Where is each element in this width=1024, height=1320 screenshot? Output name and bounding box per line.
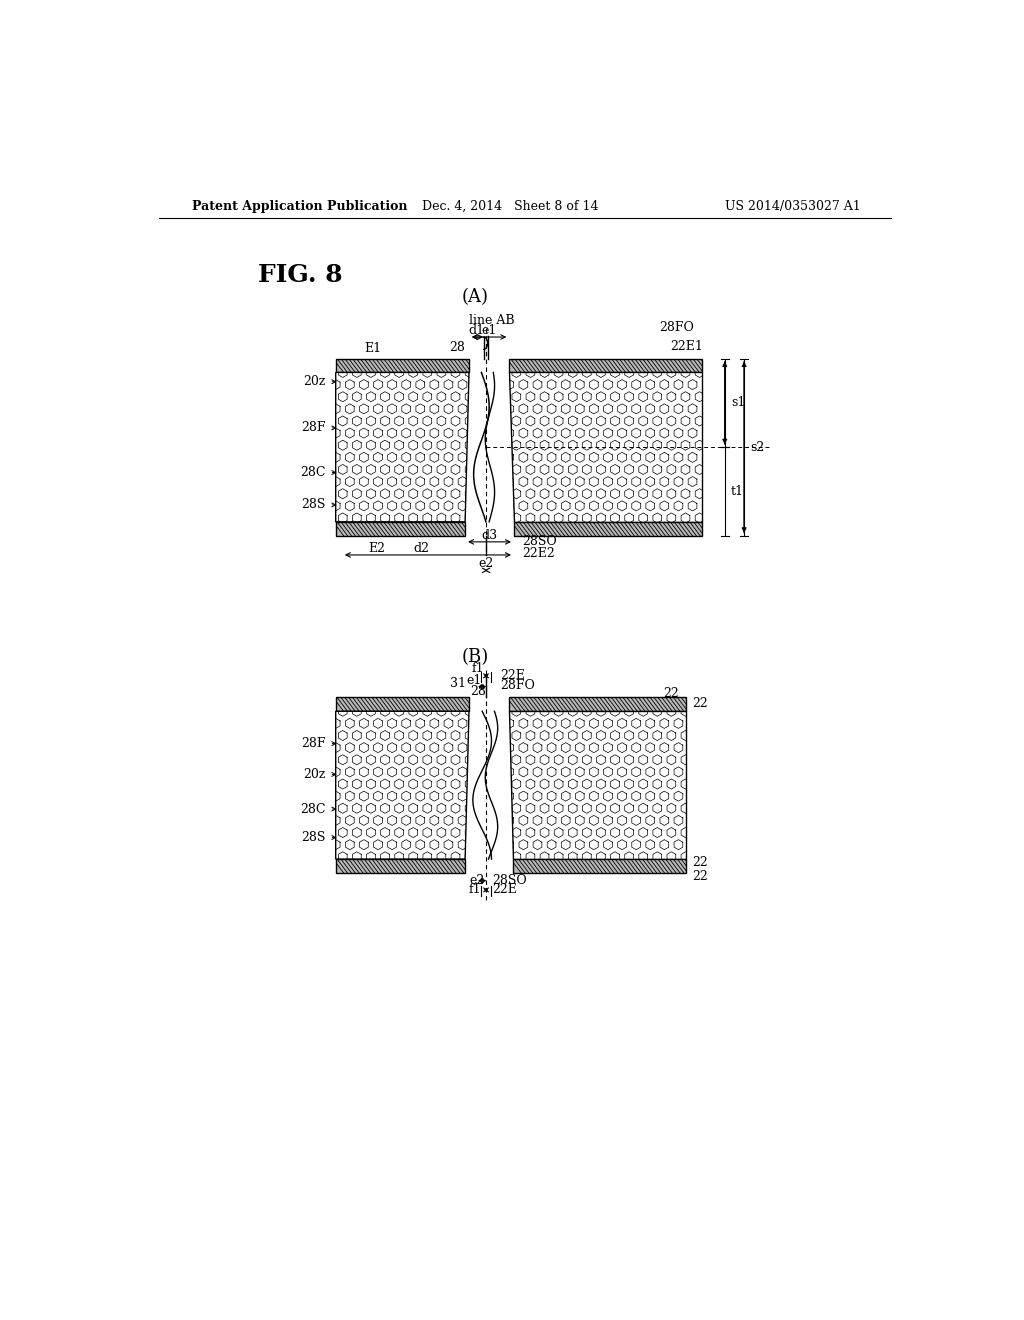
Text: s1: s1 <box>731 396 745 409</box>
Text: FIG. 8: FIG. 8 <box>258 264 343 288</box>
Text: Dec. 4, 2014   Sheet 8 of 14: Dec. 4, 2014 Sheet 8 of 14 <box>423 199 599 213</box>
Text: e1: e1 <box>466 675 481 686</box>
Polygon shape <box>336 859 465 873</box>
Polygon shape <box>336 711 469 859</box>
Text: 20z: 20z <box>303 375 326 388</box>
Text: e2: e2 <box>469 874 484 887</box>
Text: E2: E2 <box>369 543 385 556</box>
Text: 28S: 28S <box>301 499 326 511</box>
Polygon shape <box>336 372 469 521</box>
Polygon shape <box>509 697 686 711</box>
Text: line AB: line AB <box>469 314 515 326</box>
Text: 20z: 20z <box>303 768 326 781</box>
Text: 28: 28 <box>471 685 486 698</box>
Text: e2: e2 <box>478 557 494 570</box>
Text: 22E2: 22E2 <box>521 546 554 560</box>
Text: (B): (B) <box>461 648 488 667</box>
Text: 28S: 28S <box>301 832 326 843</box>
Text: t1: t1 <box>731 484 744 498</box>
Text: f1: f1 <box>472 661 484 675</box>
Text: 28F: 28F <box>301 421 326 434</box>
Text: d2: d2 <box>413 543 429 556</box>
Polygon shape <box>509 372 701 521</box>
Polygon shape <box>509 359 701 372</box>
Text: 28: 28 <box>450 341 466 354</box>
Polygon shape <box>336 521 465 536</box>
Text: E1: E1 <box>365 342 382 355</box>
Text: 22: 22 <box>692 857 708 870</box>
Text: 28FO: 28FO <box>500 680 535 693</box>
Text: 28SO: 28SO <box>521 536 556 548</box>
Text: 31: 31 <box>450 677 466 690</box>
Text: d1: d1 <box>468 325 484 338</box>
Text: 22: 22 <box>692 697 708 710</box>
Text: 28C: 28C <box>300 466 326 479</box>
Polygon shape <box>509 711 686 859</box>
Text: 22E: 22E <box>493 883 517 896</box>
Text: 28F: 28F <box>301 737 326 750</box>
Text: 28C: 28C <box>300 803 326 816</box>
Polygon shape <box>514 521 701 536</box>
Text: 28SO: 28SO <box>493 874 527 887</box>
Text: f1: f1 <box>469 883 481 896</box>
Text: 22: 22 <box>663 686 679 700</box>
Text: (A): (A) <box>461 288 488 306</box>
Polygon shape <box>513 859 686 873</box>
Text: 22E: 22E <box>500 669 525 682</box>
Text: d3: d3 <box>481 529 498 543</box>
Text: 22: 22 <box>692 870 708 883</box>
Text: Patent Application Publication: Patent Application Publication <box>191 199 408 213</box>
Text: 28FO: 28FO <box>658 321 693 334</box>
Text: e1: e1 <box>481 325 497 338</box>
Polygon shape <box>336 697 469 711</box>
Text: 22E1: 22E1 <box>671 339 703 352</box>
Text: s2: s2 <box>751 441 765 454</box>
Text: US 2014/0353027 A1: US 2014/0353027 A1 <box>725 199 860 213</box>
Polygon shape <box>336 359 469 372</box>
